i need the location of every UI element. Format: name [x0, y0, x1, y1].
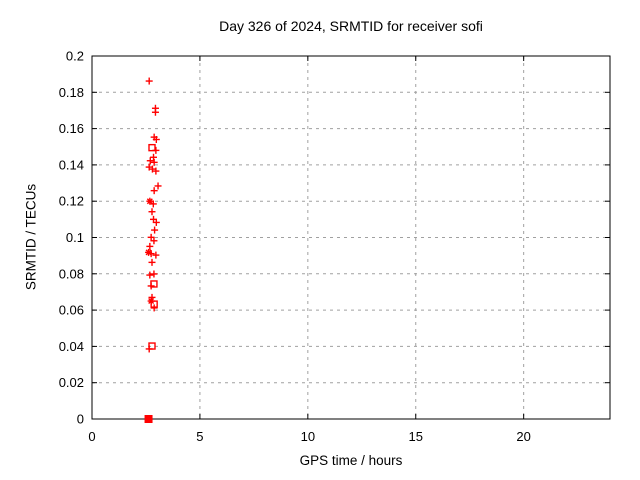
data-point-marker	[148, 342, 156, 350]
y-tick-label: 0	[77, 412, 84, 427]
tick-labels: 0 5 10 15 20 0 0.02 0.04 0.06 0.08 0.1 0.12 0.14 0.16…	[59, 49, 531, 445]
data-point-marker	[148, 143, 156, 152]
x-tick-label: 15	[409, 429, 423, 444]
y-tick-label: 0.1	[66, 230, 84, 245]
srmtid-filled-square-markers	[144, 415, 153, 423]
srmtid-plus-markers	[145, 77, 162, 353]
y-tick-label: 0.04	[59, 339, 84, 354]
y-tick-label: 0.02	[59, 375, 84, 390]
x-tick-label: 0	[88, 429, 95, 444]
data-point-marker	[146, 198, 153, 205]
data-point-marker	[150, 280, 158, 288]
x-tick-label: 10	[301, 429, 315, 444]
x-tick-label: 5	[196, 429, 203, 444]
grid-lines	[92, 56, 610, 419]
y-tick-label: 0.12	[59, 194, 84, 209]
x-axis-label: GPS time / hours	[299, 453, 403, 468]
y-tick-label: 0.06	[59, 303, 84, 318]
y-tick-label: 0.14	[59, 157, 84, 172]
srmtid-open-square-markers	[148, 143, 158, 350]
data-point-marker	[145, 249, 152, 256]
y-tick-label: 0.16	[59, 121, 84, 136]
data-point-marker	[144, 415, 153, 423]
chart-title: Day 326 of 2024, SRMTID for receiver sof…	[219, 18, 483, 34]
axes	[91, 55, 611, 420]
srmtid-asterisk-markers	[145, 197, 155, 305]
y-tick-label: 0.08	[59, 266, 84, 281]
data-point-marker	[150, 300, 158, 308]
x-tick-label: 20	[516, 429, 530, 444]
y-tick-label: 0.18	[59, 85, 84, 100]
y-tick-label: 0.2	[66, 49, 84, 64]
y-axis-label: SRMTID / TECUs	[23, 183, 39, 291]
